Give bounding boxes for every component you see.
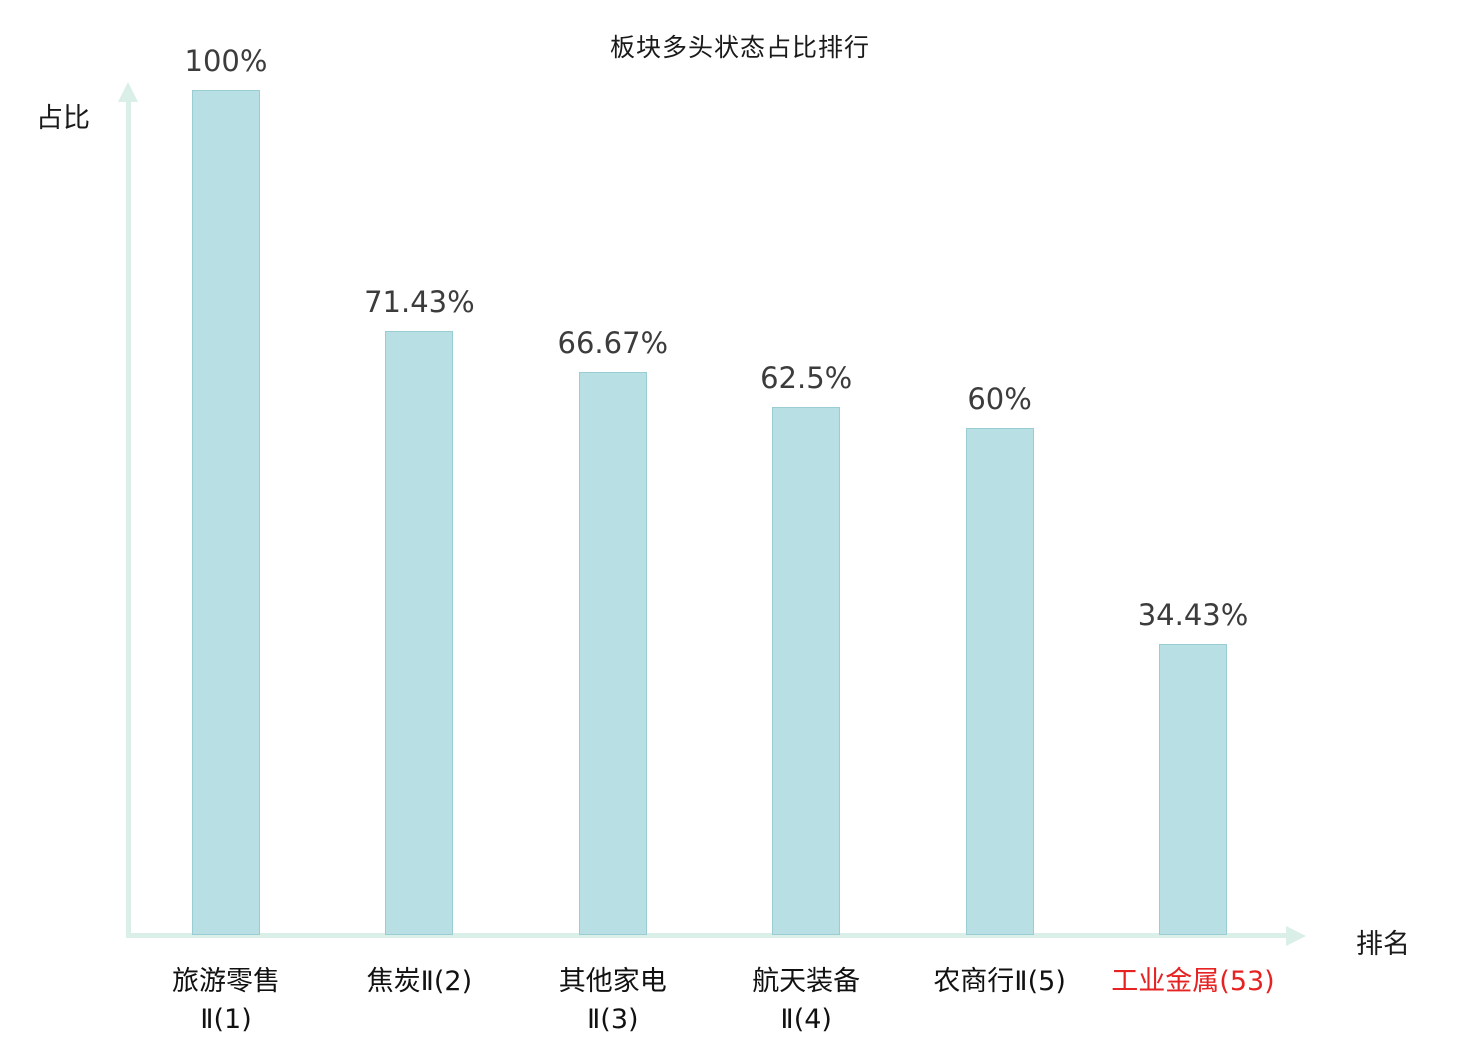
x-axis-arrow-icon xyxy=(1286,926,1306,946)
x-axis-line xyxy=(126,933,1288,938)
bar xyxy=(965,428,1034,935)
bar-value-label: 71.43% xyxy=(364,285,475,320)
y-axis-line xyxy=(126,100,131,938)
bar xyxy=(772,406,841,935)
category-label: 工业金属(53) xyxy=(1111,966,1275,997)
bar xyxy=(192,90,260,935)
y-axis-label: 占比 xyxy=(36,103,90,134)
bar xyxy=(385,331,454,935)
category-label: 农商行Ⅱ(5) xyxy=(933,966,1066,997)
bar-value-label: 34.43% xyxy=(1137,598,1249,633)
x-axis-label: 排名 xyxy=(1356,929,1410,960)
category-label: 其他家电 Ⅱ(3) xyxy=(558,966,667,1035)
bar xyxy=(578,371,647,935)
category-label: 旅游零售 Ⅱ(1) xyxy=(172,966,280,1035)
bar-value-label: 100% xyxy=(184,44,268,78)
category-label: 焦炭Ⅱ(2) xyxy=(366,966,473,997)
bar-value-label: 62.5% xyxy=(760,360,853,395)
chart-title: 板块多头状态占比排行 xyxy=(609,33,870,62)
bar-value-label: 60% xyxy=(967,382,1032,416)
bar xyxy=(1159,644,1227,935)
bar-value-label: 66.67% xyxy=(557,325,669,360)
category-label: 航天装备 Ⅱ(4) xyxy=(752,966,861,1035)
y-axis-arrow-icon xyxy=(118,82,138,102)
